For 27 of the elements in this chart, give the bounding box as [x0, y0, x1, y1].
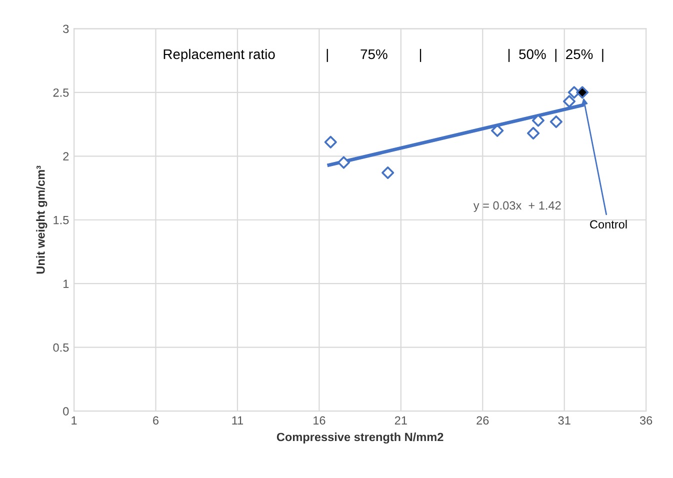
y-axis-title: Unit weight gm/cm³	[36, 166, 48, 274]
y-tick-label: 0.5	[53, 343, 69, 352]
x-axis-title: Compressive strength N/mm2	[276, 432, 444, 444]
y-tick-label: 1.5	[54, 216, 69, 224]
x-tick-label: 21	[394, 416, 407, 424]
x-tick-label: 6	[153, 416, 159, 425]
point	[382, 166, 394, 179]
annotation: y = 0.03x + 1.42	[473, 201, 561, 212]
x-tick-label: 1	[72, 416, 77, 424]
y-tick-label: 1	[64, 280, 69, 288]
annotation: Control	[590, 220, 627, 229]
point	[337, 156, 350, 169]
point	[562, 95, 576, 108]
point	[576, 86, 589, 99]
x-tick-label: 36	[640, 416, 652, 425]
x-tick-label: 11	[232, 416, 244, 424]
point	[527, 126, 540, 140]
annotation: Replacement ratio | 75% | | 50% | 25% |	[164, 48, 604, 62]
x-tick-label: 26	[476, 416, 489, 425]
x-tick-label: 31	[558, 416, 570, 425]
y-tick-label: 3	[63, 24, 69, 34]
y-tick-label: 0	[63, 407, 69, 416]
point	[550, 115, 562, 128]
y-tick-label: 2	[63, 152, 69, 160]
point	[324, 136, 337, 148]
y-tick-label: 2.5	[53, 88, 69, 97]
x-tick-label: 16	[314, 416, 326, 425]
